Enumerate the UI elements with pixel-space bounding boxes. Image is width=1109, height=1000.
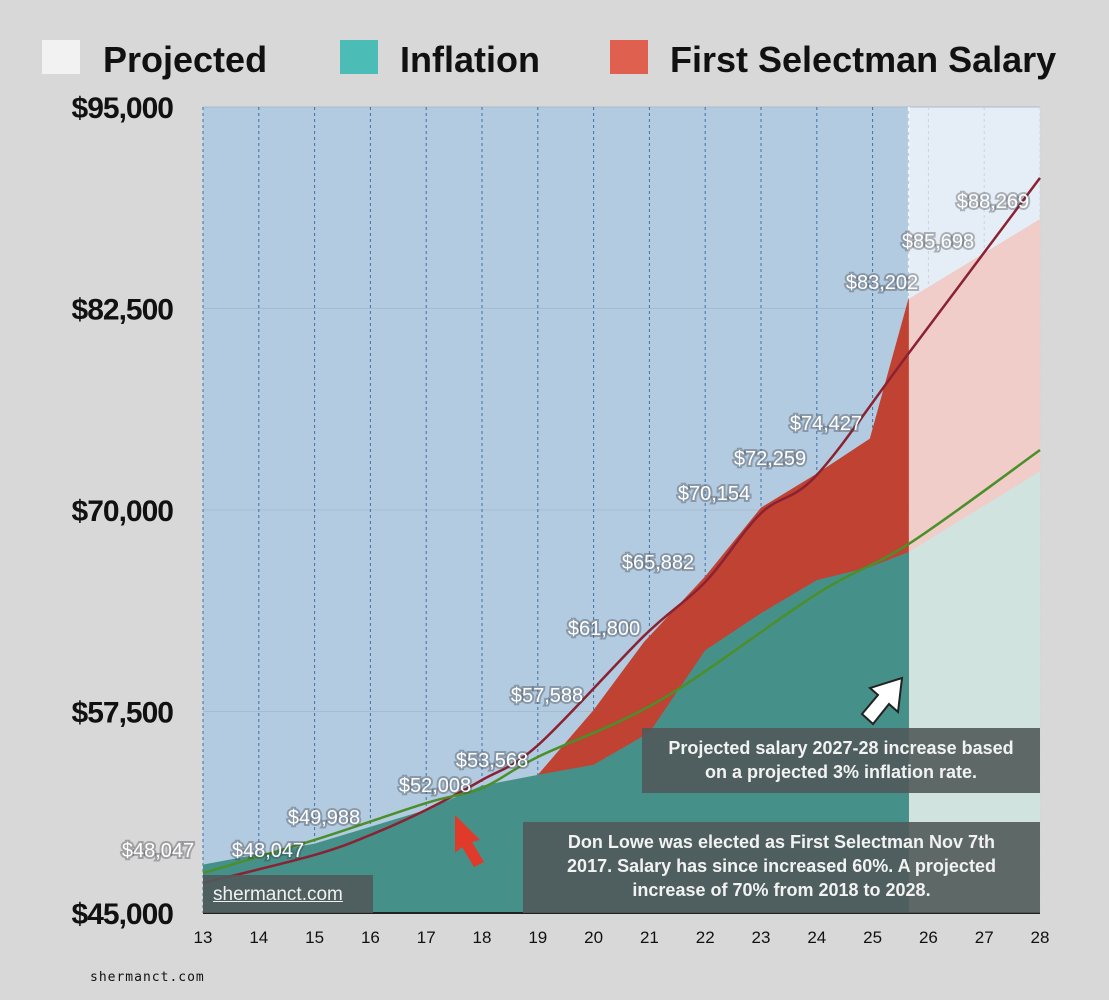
x-tick-label: 27 <box>975 928 994 947</box>
x-tick-label: 21 <box>640 928 659 947</box>
legend-swatch <box>610 40 648 74</box>
legend-swatch <box>42 40 80 74</box>
x-tick-label: 26 <box>919 928 938 947</box>
salary-trend-line <box>202 177 1042 885</box>
y-tick-label: $45,000 <box>72 898 174 931</box>
election-note: Don Lowe was elected as First Selectman … <box>523 822 1040 913</box>
data-label: $88,269 <box>957 191 1029 213</box>
red-arrow-icon <box>455 815 484 867</box>
site-link[interactable]: shermanct.com <box>203 875 373 913</box>
x-tick-label: 28 <box>1031 928 1050 947</box>
x-tick-label: 23 <box>752 928 771 947</box>
data-label: $48,047 <box>232 840 304 862</box>
footer-watermark: shermanct.com <box>90 970 205 985</box>
x-tick-label: 25 <box>863 928 882 947</box>
legend-label: Projected <box>103 39 267 80</box>
y-tick-label: $70,000 <box>72 495 174 528</box>
data-label: $52,008 <box>399 775 471 797</box>
legend-label: Inflation <box>400 39 540 80</box>
data-label: $49,988 <box>288 807 360 829</box>
y-tick-label: $82,500 <box>72 294 174 327</box>
x-tick-label: 15 <box>305 928 324 947</box>
x-tick-label: 13 <box>194 928 213 947</box>
data-label: $83,202 <box>846 272 918 294</box>
projection-note: Projected salary 2027-28 increase based … <box>642 728 1040 793</box>
white-arrow-icon <box>860 676 904 726</box>
data-label: $85,698 <box>902 231 974 253</box>
x-tick-label: 22 <box>696 928 715 947</box>
legend-swatch <box>340 40 378 74</box>
data-label: $70,154 <box>678 483 750 505</box>
inflation-projected-area <box>908 471 1040 913</box>
data-label: $74,427 <box>790 413 862 435</box>
x-tick-label: 20 <box>584 928 603 947</box>
y-tick-label: $57,500 <box>72 697 174 730</box>
data-label: $48,047 <box>122 840 194 862</box>
x-tick-label: 18 <box>473 928 492 947</box>
x-tick-label: 19 <box>528 928 547 947</box>
x-tick-label: 24 <box>807 928 826 947</box>
data-label: $61,800 <box>568 618 640 640</box>
data-label: $65,882 <box>622 552 694 574</box>
x-tick-label: 16 <box>361 928 380 947</box>
y-tick-label: $95,000 <box>72 92 174 125</box>
legend-label: First Selectman Salary <box>670 39 1056 80</box>
data-label: $57,588 <box>511 685 583 707</box>
data-label: $53,568 <box>456 750 528 772</box>
x-tick-label: 17 <box>417 928 436 947</box>
data-label: $72,259 <box>734 448 806 470</box>
x-tick-label: 14 <box>249 928 268 947</box>
inflation-trend-line <box>202 449 1041 875</box>
